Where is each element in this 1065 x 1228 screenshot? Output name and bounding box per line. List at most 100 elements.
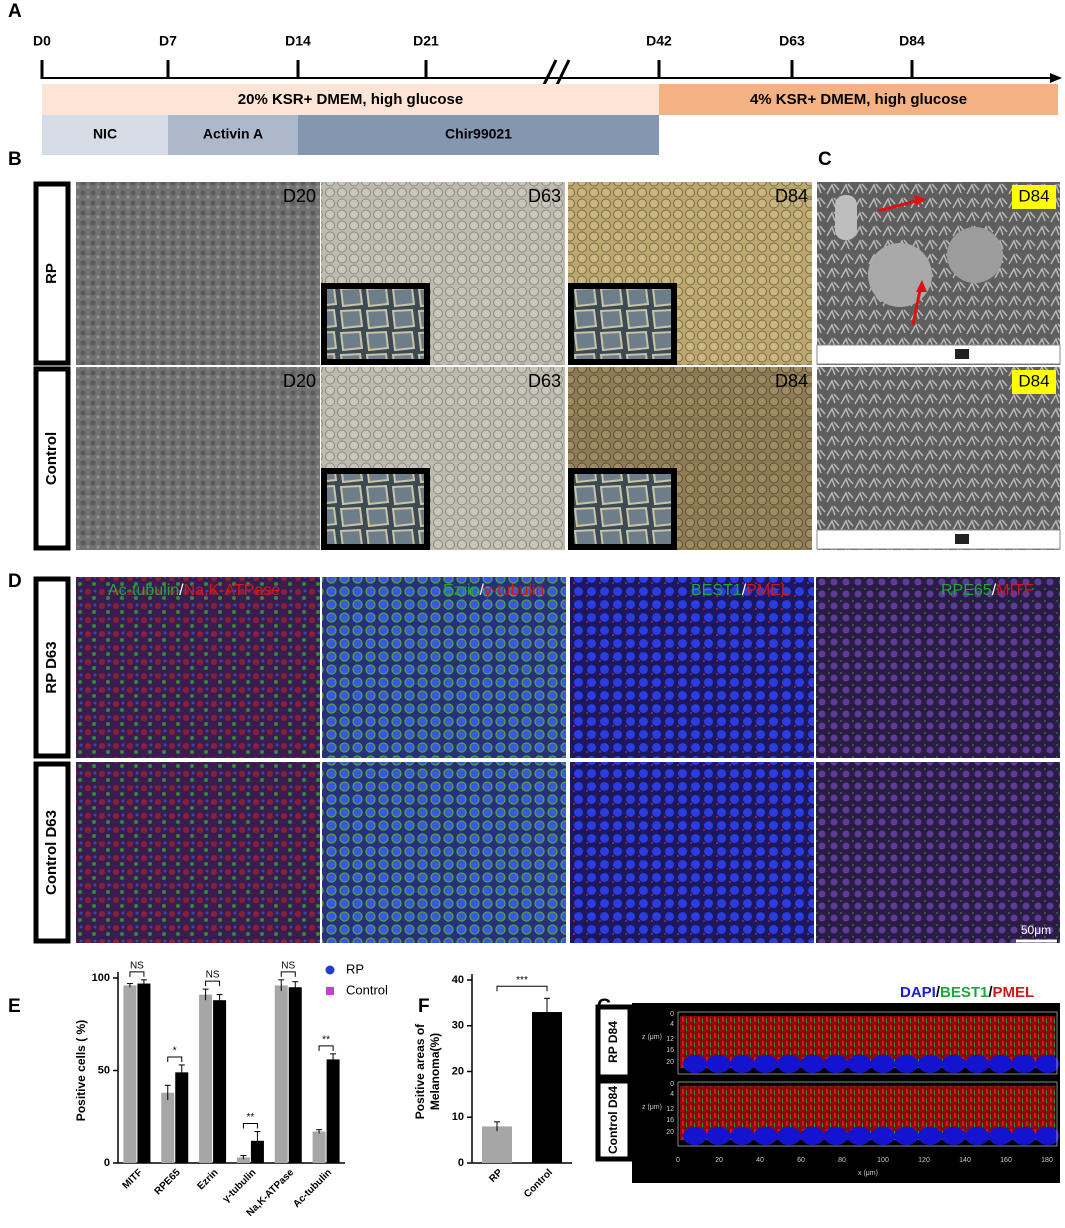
day-label: D63 [528,371,561,391]
nucleus [753,1127,778,1145]
stain-part: BEST1 [691,582,742,599]
row-label-box [33,761,71,944]
x-tick-label: 80 [838,1157,846,1164]
significance-label: ** [322,1034,330,1045]
x-tick-label: RPE65 [153,1167,183,1197]
arrow [877,198,921,213]
row-label: RP D63 [43,641,60,693]
nucleus [871,1055,895,1073]
stain-part: RPE65 [941,582,992,599]
y-tick-label: 20 [452,1065,464,1077]
day-label: D0 [33,33,51,49]
bar [482,1126,512,1163]
nucleus [730,1127,754,1145]
panel-label: D [8,571,22,592]
stain-part: Ezrin [443,582,479,599]
nucleus [777,1127,801,1145]
panel-label: E [8,996,21,1017]
stain-part: / [936,984,941,1001]
fluorescence-image [570,762,814,943]
day-label: D84 [1018,186,1049,205]
x-tick-label: Control [522,1167,555,1200]
nucleus [894,1055,919,1073]
factor-label: Activin A [203,126,263,142]
y-tick-label: 0 [458,1157,464,1169]
row-label-box [595,1004,633,1080]
significance-bracket [205,980,221,987]
significance-label: *** [516,975,528,986]
nucleus [1035,1055,1060,1073]
day-label: D84 [1018,371,1049,390]
day-label: D14 [285,33,311,49]
sem-logo [955,349,969,359]
z-tick-label: 12 [666,1106,674,1113]
cell-blob [947,227,1003,283]
fluorescence-image [816,762,1060,943]
day-badge [1012,370,1056,394]
x-tick-label: RP [487,1167,505,1185]
panel-label: F [418,996,430,1017]
nucleus [683,1055,707,1073]
bar [532,1012,562,1163]
day-label: D20 [283,371,316,391]
day-label: D42 [646,33,672,49]
legend-marker [325,965,335,975]
nucleus [894,1127,919,1145]
bar [137,983,151,1163]
zstack-frame [677,1011,1058,1075]
significance-bracket [280,971,296,977]
factor-bar [42,115,168,155]
stain-label: DAPI/BEST1/PMEL [900,984,1034,1001]
sem-image [817,182,1060,365]
x-tick-label: Ac-tubulin [291,1167,334,1210]
row-label-box [33,181,71,366]
factor-bar [298,115,659,155]
micrograph [76,367,320,550]
sem-info-bar [816,529,1061,550]
stain-label: BEST1/PMEL [691,582,790,599]
stain-part: / [742,582,747,599]
row-label-box [33,366,71,551]
row-label: Control [43,432,60,485]
x-tick-label: 120 [918,1157,930,1164]
z-tick-label: 16 [666,1047,674,1054]
z-tick-label: 20 [666,1059,674,1066]
day-label: D84 [899,33,925,49]
bar [213,1000,227,1163]
y-axis-label: Melanoma(%) [428,1033,442,1110]
stain-part: γ-tubulin [484,582,544,599]
axis-label: z (μm) [642,1034,662,1041]
z-tick-label: 4 [670,1021,674,1028]
panel-label: B [8,149,22,170]
factor-label: NIC [93,126,117,142]
z-tick-label: 4 [670,1091,674,1098]
x-tick-label: 40 [756,1157,764,1164]
x-tick-label: 20 [715,1157,723,1164]
stain-label: RPE65/MITF [941,582,1034,599]
nucleus [941,1127,966,1145]
y-axis-label: Positive areas of [413,1023,427,1119]
nucleus [683,1127,707,1145]
inset [568,283,677,365]
significance-label: NS [130,960,144,971]
x-tick-label: MITF [121,1167,145,1191]
nucleus [824,1127,848,1145]
y-tick-label: 40 [452,974,464,986]
nucleus [871,1127,895,1145]
nucleus [730,1055,754,1073]
cell-blob [868,243,932,307]
significance-bracket [496,985,548,992]
bar [288,987,302,1163]
fluorescence-image [322,762,566,943]
stain-part: MITF [996,582,1034,599]
nucleus [800,1127,825,1145]
panel-label: C [818,149,832,170]
axis-label: z (μm) [642,1104,662,1111]
medium-bar [42,84,659,115]
bar [123,985,137,1163]
scale-label: 50μm [1021,923,1051,937]
nucleus [753,1055,778,1073]
significance-bracket [318,1045,334,1051]
row-label-box [595,1078,633,1162]
